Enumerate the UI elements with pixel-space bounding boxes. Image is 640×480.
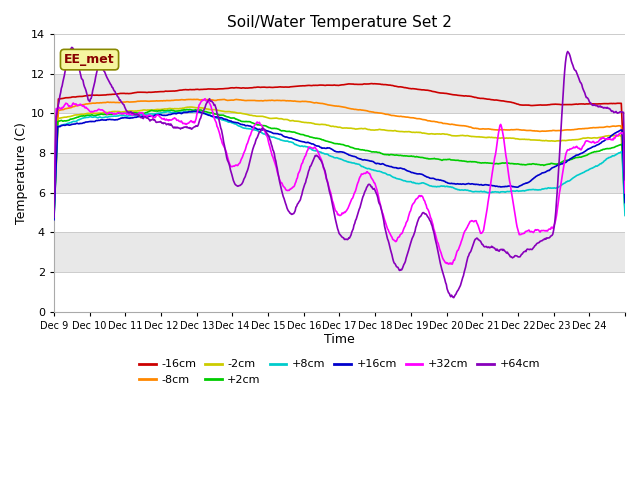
X-axis label: Time: Time: [324, 334, 355, 347]
Bar: [54, 272, 625, 312]
Legend: -16cm, -8cm, -2cm, +2cm, +8cm, +16cm, +32cm, +64cm: -16cm, -8cm, -2cm, +2cm, +8cm, +16cm, +3…: [134, 355, 545, 389]
Title: Soil/Water Temperature Set 2: Soil/Water Temperature Set 2: [227, 15, 452, 30]
Bar: [54, 232, 625, 272]
Bar: [54, 34, 625, 73]
Bar: [54, 113, 625, 153]
Text: EE_met: EE_met: [64, 53, 115, 66]
Bar: [54, 153, 625, 192]
Bar: [54, 192, 625, 232]
Y-axis label: Temperature (C): Temperature (C): [15, 122, 28, 224]
Bar: [54, 73, 625, 113]
